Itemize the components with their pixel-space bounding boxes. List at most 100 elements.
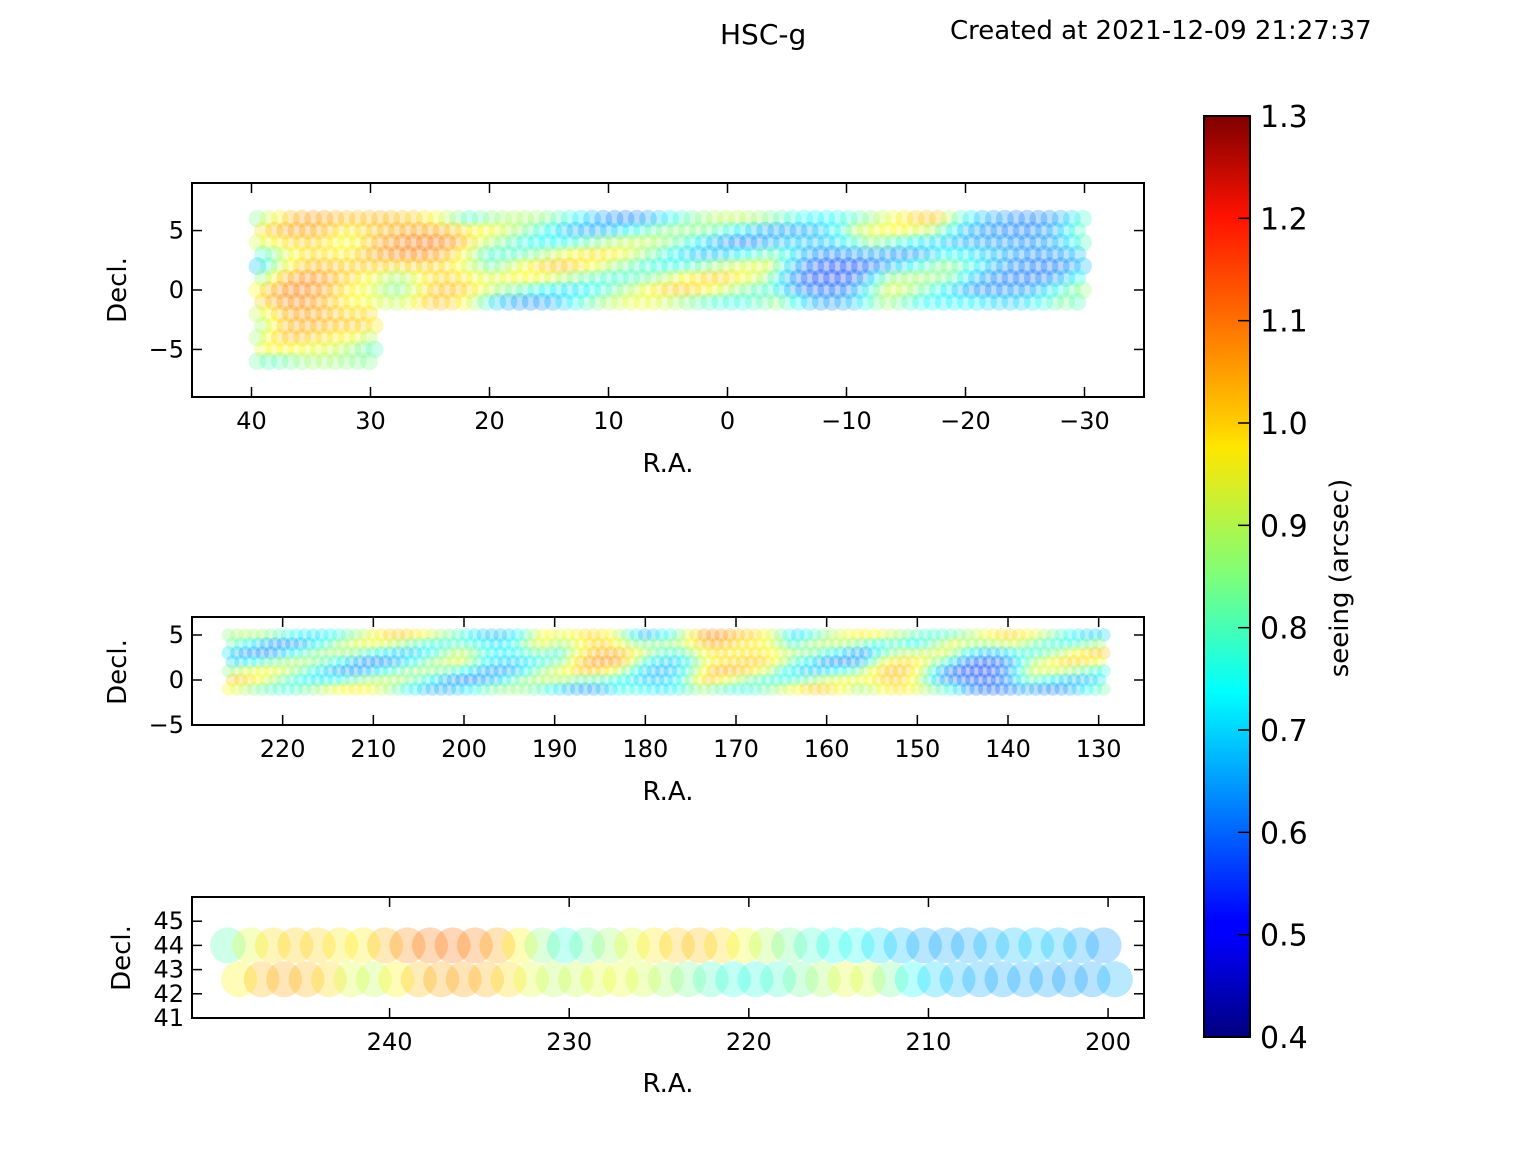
pointing-marker <box>990 245 1009 264</box>
pointing-marker <box>315 209 334 228</box>
pointing-marker <box>731 646 746 660</box>
x-tick-label: 240 <box>367 1028 413 1056</box>
pointing-marker <box>577 293 596 311</box>
pointing-marker <box>570 682 584 696</box>
pointing-marker <box>638 664 652 678</box>
pointing-marker <box>389 927 426 964</box>
pointing-marker <box>442 682 457 696</box>
pointing-marker <box>370 655 384 669</box>
pointing-marker <box>583 233 601 252</box>
pointing-marker <box>850 664 865 678</box>
pointing-marker <box>600 221 618 240</box>
pointing-marker <box>895 209 914 228</box>
pointing-marker <box>845 221 864 240</box>
pointing-marker <box>757 646 771 660</box>
pointing-marker <box>326 304 345 323</box>
pointing-marker <box>784 233 802 252</box>
pointing-marker <box>812 637 826 651</box>
pointing-marker <box>727 673 741 687</box>
pointing-marker <box>912 221 931 240</box>
pointing-marker <box>1012 682 1026 696</box>
pointing-marker <box>468 664 482 678</box>
pointing-marker <box>272 646 287 660</box>
pointing-marker <box>265 221 284 240</box>
pointing-marker <box>553 664 567 678</box>
pointing-marker <box>1024 637 1039 651</box>
pointing-marker <box>884 281 903 299</box>
pointing-marker <box>412 637 427 651</box>
pointing-marker <box>510 221 529 240</box>
pointing-marker <box>846 637 860 651</box>
pointing-marker <box>827 961 864 998</box>
pointing-marker <box>694 233 713 252</box>
pointing-marker <box>880 655 894 669</box>
pointing-marker <box>438 257 456 276</box>
pointing-marker <box>1054 646 1069 660</box>
pointing-marker <box>454 269 473 287</box>
pointing-marker <box>323 628 338 642</box>
pointing-marker <box>412 655 427 669</box>
pointing-marker <box>531 655 546 669</box>
pointing-marker <box>672 664 686 678</box>
pointing-marker <box>639 281 657 299</box>
pointing-marker <box>417 646 431 660</box>
pointing-marker <box>580 961 617 998</box>
pointing-marker <box>778 655 792 669</box>
pointing-marker <box>893 664 907 678</box>
pointing-marker <box>451 628 465 642</box>
pointing-marker <box>1003 646 1018 660</box>
pointing-marker <box>577 221 596 240</box>
pointing-marker <box>548 655 563 669</box>
pointing-marker <box>769 673 784 687</box>
pointing-marker <box>927 628 941 642</box>
pointing-marker <box>221 646 236 660</box>
pointing-marker <box>982 673 996 687</box>
pointing-marker <box>480 655 495 669</box>
pointing-marker <box>443 293 462 311</box>
pointing-marker <box>382 209 401 228</box>
pointing-marker <box>578 664 593 678</box>
pointing-marker <box>288 961 325 998</box>
pointing-marker <box>1074 281 1092 299</box>
pointing-marker <box>357 628 372 642</box>
pointing-marker <box>360 352 378 371</box>
pointing-marker <box>1037 664 1052 678</box>
pointing-marker <box>489 655 503 669</box>
pointing-marker <box>990 293 1009 311</box>
pointing-marker <box>816 664 831 678</box>
pointing-marker <box>445 961 482 998</box>
pointing-marker <box>343 316 362 335</box>
pointing-marker <box>242 637 257 651</box>
pointing-marker <box>446 673 461 687</box>
pointing-marker <box>969 628 984 642</box>
pointing-marker <box>399 221 417 240</box>
pointing-marker <box>962 257 981 276</box>
pointing-marker <box>968 269 986 287</box>
pointing-marker <box>591 637 605 651</box>
pointing-marker <box>1037 682 1052 696</box>
pointing-marker <box>778 221 797 240</box>
colorbar-ticks: 1.31.21.11.00.90.80.70.60.50.4 <box>1238 100 1308 1056</box>
pointing-marker <box>1020 628 1035 642</box>
pointing-marker <box>723 682 737 696</box>
pointing-marker <box>282 233 300 252</box>
pointing-marker <box>633 293 652 311</box>
pointing-marker <box>808 628 822 642</box>
pointing-marker <box>791 646 805 660</box>
pointing-marker <box>349 304 367 323</box>
pointing-marker <box>851 209 869 228</box>
pointing-marker <box>625 961 662 998</box>
pointing-marker <box>323 664 338 678</box>
pointing-marker <box>514 673 529 687</box>
pointing-marker <box>1067 637 1081 651</box>
pointing-marker <box>733 245 752 264</box>
pointing-marker <box>636 927 673 964</box>
pointing-marker <box>374 664 389 678</box>
pointing-marker <box>639 257 657 276</box>
pointing-marker <box>234 673 248 687</box>
pointing-marker <box>472 637 486 651</box>
pointing-marker <box>929 209 947 228</box>
pointing-marker <box>459 682 474 696</box>
pointing-marker <box>878 245 897 264</box>
pointing-marker <box>408 664 423 678</box>
